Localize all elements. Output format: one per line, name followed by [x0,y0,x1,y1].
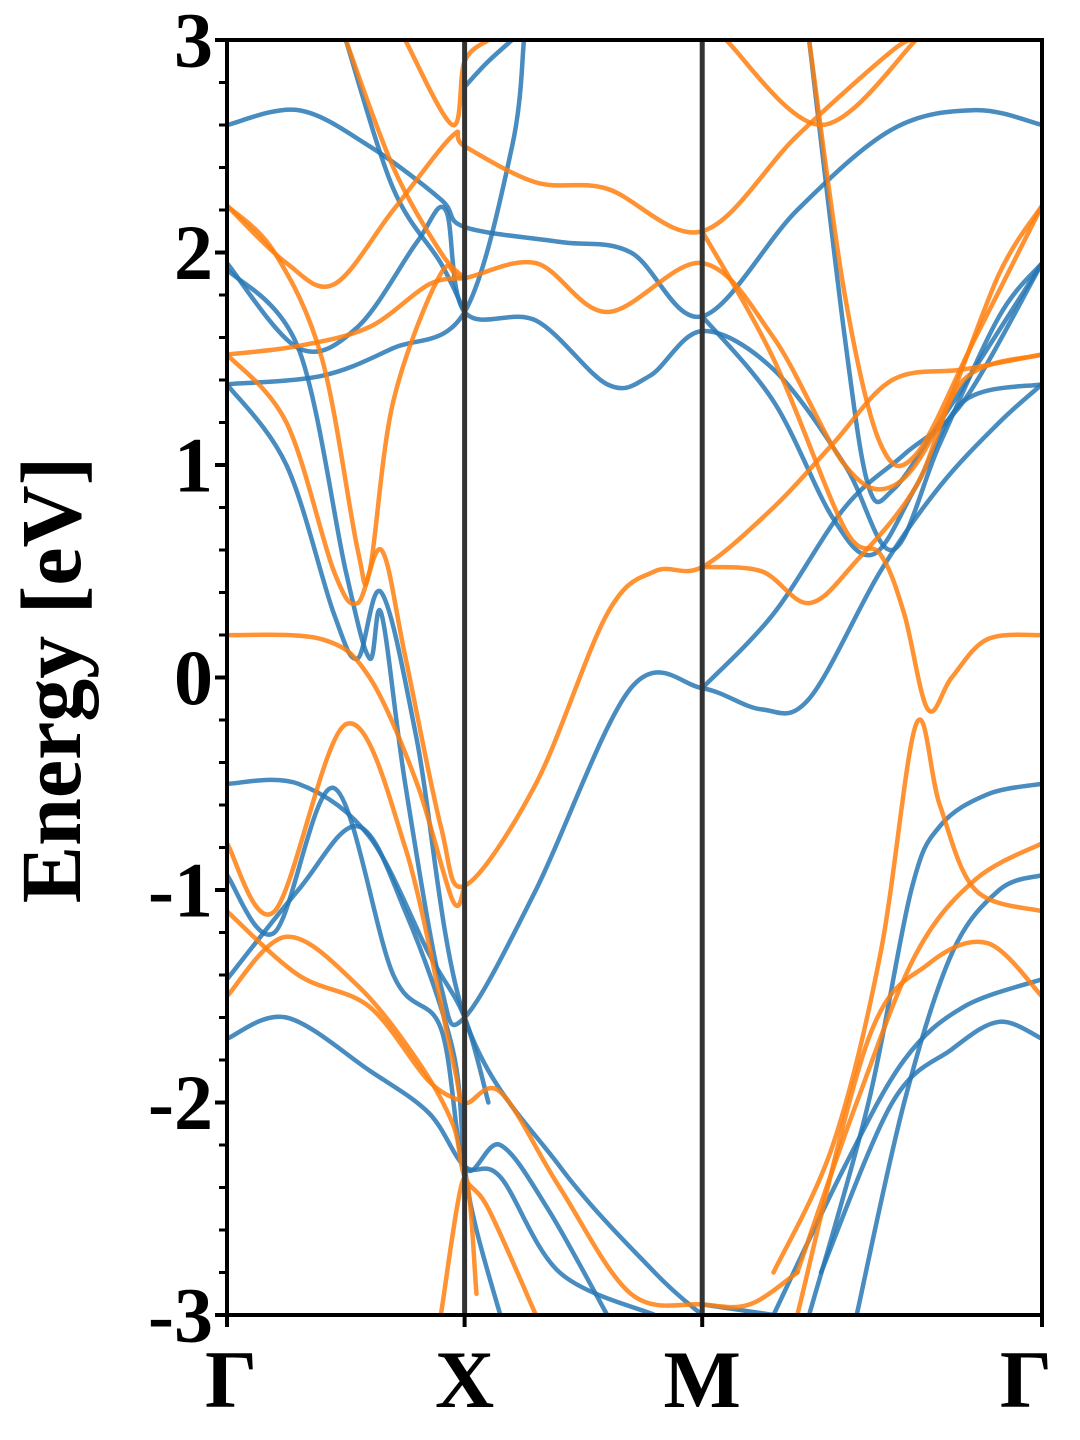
band-line-blue-6 [227,777,491,1105]
y-tick-label: 0 [174,634,213,721]
x-tick-label: Γ [1000,1334,1052,1425]
y-axis-label: Energy [eV] [3,457,99,904]
y-tick-label: 2 [174,209,213,296]
band-line-blue-11 [462,40,515,90]
x-tick-label: X [435,1334,494,1425]
x-tick-label: M [664,1334,741,1425]
band-line-blue-17 [771,977,1042,1315]
band-line-orange-23 [227,352,1042,890]
band-line-orange-21 [227,203,1042,587]
band-line-blue-1 [227,107,1042,319]
y-ticks: -3 -2 -1 0 1 2 3 [148,0,227,1359]
band-line-orange-34 [723,40,919,128]
band-line-orange-25 [227,721,800,1310]
band-line-orange-35 [771,717,1042,1275]
band-line-blue-16 [806,781,1042,1315]
band-line-blue-5 [227,382,705,1315]
band-line-orange-37 [795,939,1042,1315]
band-line-orange-33 [806,40,1042,469]
band-line-blue-10 [343,40,467,315]
band-line-orange-22 [227,275,467,357]
band-line-orange-28 [343,40,467,281]
band-line-orange-36 [795,841,1042,1275]
band-line-blue-2 [227,204,1042,553]
y-tick-label: 1 [174,422,213,509]
bands [227,40,1042,1315]
y-tick-label: -1 [148,847,213,934]
band-line-orange-30 [438,1174,479,1315]
band-line-orange-24 [227,632,467,909]
band-line-blue-7 [227,785,610,1315]
band-line-blue-19 [806,40,1042,505]
band-line-blue-3 [227,40,527,387]
band-line-blue-18 [818,1019,1042,1275]
x-tick-label: Γ [205,1334,257,1425]
band-line-orange-31 [699,229,1042,714]
k-point-lines [462,40,705,1315]
band-line-blue-4 [227,267,1042,1028]
band-line-blue-13 [699,260,1042,691]
band-line-blue-15 [854,872,1042,1315]
y-tick-label: 3 [174,0,213,84]
band-line-blue-9 [227,1014,657,1315]
band-line-orange-32 [699,352,1042,606]
y-tick-label: -3 [148,1272,213,1359]
band-line-orange-29 [402,40,491,128]
y-tick-label: -2 [148,1059,213,1146]
band-line-orange-27 [227,934,539,1315]
